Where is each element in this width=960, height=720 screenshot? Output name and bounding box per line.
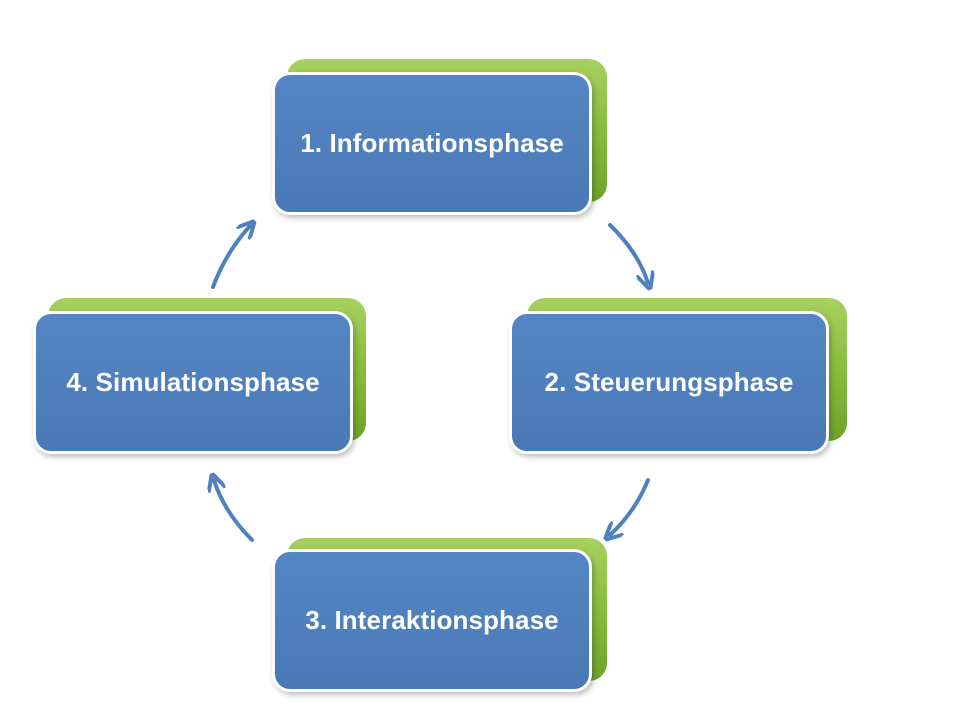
phase-box-simulation[interactable]: 4. Simulationsphase <box>33 311 353 454</box>
arrow-2-to-3-icon <box>610 478 650 535</box>
phase-label-simulation: 4. Simulationsphase <box>66 367 320 397</box>
phase-box-interaction[interactable]: 3. Interaktionsphase <box>272 549 592 692</box>
arrow-4-to-1-icon <box>211 226 250 289</box>
arrow-3-to-4-icon <box>214 480 254 542</box>
phase-label-information: 1. Informationsphase <box>300 128 564 158</box>
phase-label-control: 2. Steuerungsphase <box>544 367 794 397</box>
arrow-1-to-2-icon <box>608 223 648 283</box>
phase-box-control[interactable]: 2. Steuerungsphase <box>509 311 829 454</box>
phase-box-information[interactable]: 1. Informationsphase <box>272 72 592 215</box>
phase-label-interaction: 3. Interaktionsphase <box>305 605 559 635</box>
